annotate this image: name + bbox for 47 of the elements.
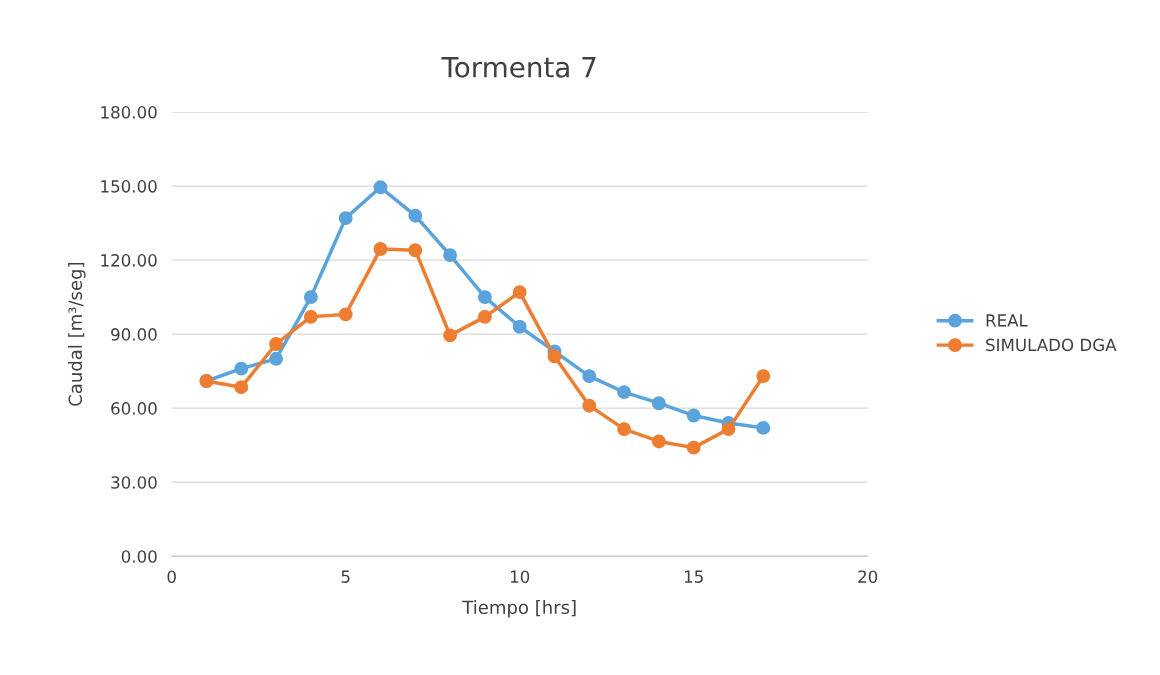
- point: [582, 369, 597, 384]
- point: [617, 385, 632, 400]
- point: [512, 319, 527, 334]
- point: [303, 309, 318, 324]
- y-tick-label: 90.00: [111, 328, 157, 341]
- point: [547, 349, 562, 364]
- point: [477, 290, 492, 305]
- x-tick-label: 20: [858, 570, 878, 583]
- point: [651, 396, 666, 411]
- chart-title: Tormenta 7: [441, 57, 596, 78]
- point: [756, 420, 771, 435]
- point: [338, 307, 353, 322]
- point: [234, 380, 249, 395]
- point: [443, 328, 458, 343]
- point: [512, 285, 527, 300]
- point: [373, 180, 388, 195]
- legend-label: SIMULADO DGA: [986, 338, 1117, 352]
- x-tick-label: 15: [684, 570, 703, 583]
- point: [756, 369, 771, 384]
- point: [408, 243, 423, 258]
- y-tick-label: 150.00: [101, 180, 157, 193]
- y-axis-title: Caudal [m³/seg]: [68, 262, 86, 406]
- y-tick-label: 180.00: [101, 106, 157, 119]
- x-tick-label: 5: [341, 570, 350, 583]
- legend-label: REAL: [986, 314, 1028, 327]
- point: [269, 351, 284, 366]
- point: [686, 408, 701, 423]
- point: [443, 248, 458, 263]
- point: [686, 440, 701, 455]
- point: [338, 211, 353, 226]
- point: [373, 242, 388, 256]
- point: [408, 208, 423, 223]
- y-tick-label: 30.00: [111, 476, 157, 489]
- point: [582, 398, 597, 413]
- y-tick-label: 120.00: [101, 254, 157, 267]
- point: [234, 361, 249, 376]
- y-tick-label: 0.00: [121, 550, 157, 563]
- y-tick-label: 60.00: [111, 402, 157, 415]
- x-tick-label: 0: [167, 570, 176, 583]
- point: [269, 337, 284, 351]
- point: [477, 309, 492, 324]
- point: [651, 434, 666, 449]
- point: [617, 422, 632, 437]
- x-axis-title: Tiempo [hrs]: [462, 600, 576, 618]
- point: [303, 290, 318, 305]
- x-tick-label: 10: [510, 570, 530, 583]
- point: [721, 422, 736, 437]
